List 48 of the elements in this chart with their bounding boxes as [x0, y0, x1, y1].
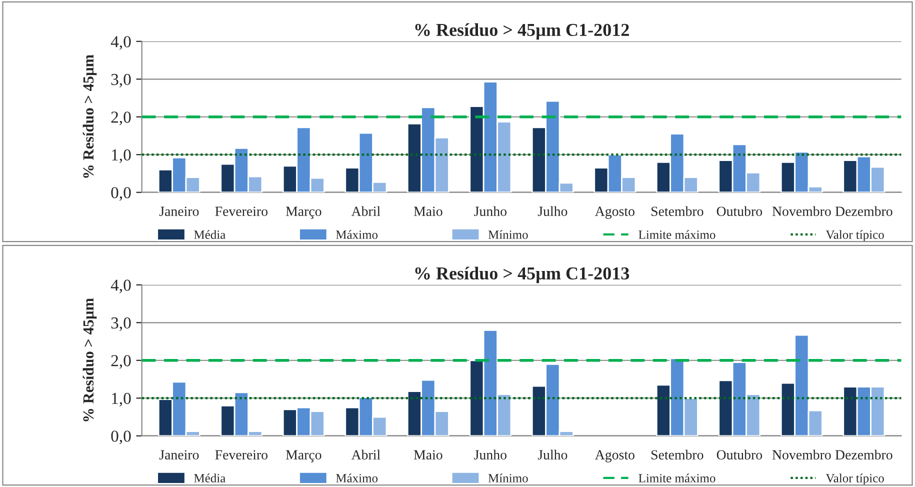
x-tick-label: Abril	[351, 206, 380, 216]
y-tick-label: 0,0	[111, 187, 131, 201]
legend-label: Máximo	[336, 230, 378, 239]
x-tick-label: Outubro	[716, 450, 762, 460]
x-tick-label: Setembro	[651, 206, 704, 216]
legend-label: Valor típico	[826, 474, 884, 485]
y-axis-title: % Resíduo > 45µm	[82, 298, 97, 422]
x-tick-label: Agosto	[595, 206, 634, 219]
legend-label: Média	[194, 474, 226, 482]
x-tick-label: Setembro	[651, 450, 704, 460]
x-tick-label: Outubro	[716, 206, 762, 216]
x-tick-label: Janeiro	[159, 450, 199, 460]
x-tick-label: Julho	[538, 206, 568, 216]
legend-label: Limite máximo	[638, 230, 716, 239]
legend-label: Mínimo	[488, 230, 528, 239]
legend-label: Mínimo	[488, 474, 528, 482]
y-tick-label: 1,0	[112, 149, 131, 163]
x-tick-label: Julho	[538, 450, 568, 460]
y-tick-label: 2,0	[111, 355, 131, 369]
x-tick-label: Novembro	[772, 450, 831, 460]
x-tick-label: Fevereiro	[215, 450, 268, 460]
y-axis-title: % Resíduo > 45µm	[82, 54, 97, 178]
x-tick-label: Dezembro	[835, 450, 892, 460]
y-tick-label: 4,0	[110, 36, 131, 50]
x-tick-label: Março	[286, 450, 322, 462]
y-tick-label: 1,0	[112, 392, 131, 406]
legend-label: Máximo	[336, 474, 378, 482]
x-tick-label: Agosto	[595, 450, 634, 462]
x-tick-label: Maio	[414, 450, 442, 460]
x-tick-label: Maio	[414, 206, 442, 216]
x-tick-label: Novembro	[772, 206, 831, 216]
y-tick-label: 4,0	[110, 280, 131, 294]
y-tick-label: 0,0	[111, 430, 131, 444]
chart-title: % Resíduo > 45µm C1-2013	[415, 266, 630, 284]
x-tick-label: Junho	[474, 450, 506, 460]
x-tick-label: Março	[286, 206, 322, 219]
x-tick-label: Fevereiro	[215, 206, 268, 216]
legend-label: Limite máximo	[638, 474, 716, 482]
y-tick-label: 3,0	[111, 317, 131, 331]
x-tick-label: Abril	[351, 450, 380, 460]
x-tick-label: Junho	[474, 206, 506, 216]
legend-label: Valor típico	[826, 230, 884, 242]
chart-title: % Resíduo > 45µm C1-2012	[415, 23, 629, 40]
legend-label: Média	[194, 230, 226, 239]
x-tick-label: Dezembro	[835, 206, 892, 216]
y-tick-label: 2,0	[111, 112, 131, 126]
y-tick-label: 3,0	[111, 74, 131, 88]
x-tick-label: Janeiro	[159, 206, 199, 216]
